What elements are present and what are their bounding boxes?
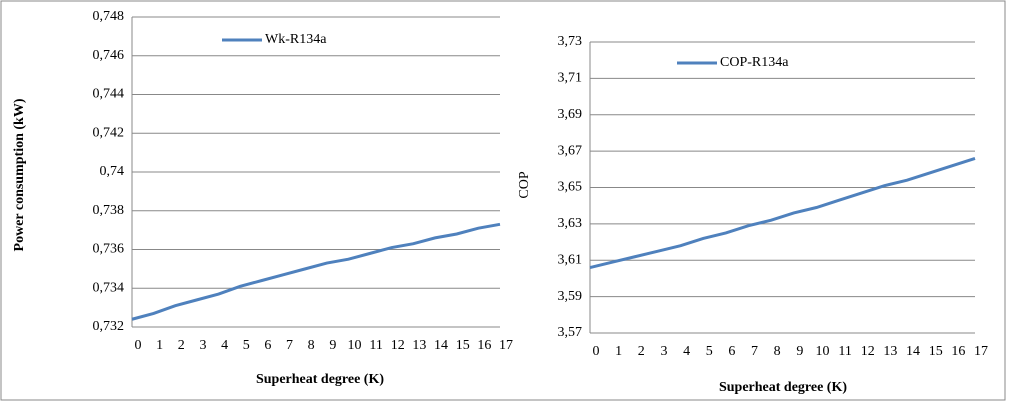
y-tick-label: 0,744 — [93, 87, 125, 102]
x-tick-label: 3 — [199, 338, 206, 353]
line-series — [131, 222, 501, 321]
x-tick-label: 7 — [286, 338, 293, 353]
y-tick-label: 3,69 — [558, 107, 583, 122]
y-tick-label: 3,67 — [558, 143, 583, 158]
x-tick-label: 11 — [838, 344, 851, 359]
x-tick-label: 0 — [135, 338, 142, 353]
x-tick-label: 13 — [883, 344, 897, 359]
y-tick-label: 3,59 — [558, 289, 583, 304]
x-tick-label: 16 — [951, 344, 965, 359]
x-tick-label: 2 — [638, 344, 645, 359]
y-axis-title: COP — [517, 171, 532, 198]
x-tick-label: 6 — [264, 338, 271, 353]
x-tick-label: 10 — [347, 338, 361, 353]
x-tick-label: 12 — [391, 338, 405, 353]
x-tick-label: 1 — [615, 344, 622, 359]
x-tick-label: 5 — [243, 338, 250, 353]
x-tick-label: 9 — [796, 344, 803, 359]
x-tick-label: 1 — [156, 338, 163, 353]
x-tick-label: 8 — [308, 338, 315, 353]
y-tick-label: 3,57 — [558, 325, 583, 340]
x-tick-label: 9 — [329, 338, 336, 353]
x-tick-label: 14 — [434, 338, 448, 353]
x-tick-label: 2 — [178, 338, 185, 353]
x-axis-title: Superheat degree (K) — [719, 380, 847, 395]
x-tick-label: 15 — [456, 338, 470, 353]
y-tick-label: 0,736 — [93, 242, 125, 257]
x-tick-label: 6 — [728, 344, 735, 359]
y-tick-label: 3,73 — [558, 34, 583, 49]
x-tick-label: 15 — [929, 344, 943, 359]
y-tick-label: 0,742 — [93, 125, 125, 140]
x-tick-label: 16 — [477, 338, 491, 353]
y-tick-label: 3,71 — [558, 71, 583, 86]
x-tick-label: 0 — [593, 344, 600, 359]
x-axis-title: Superheat degree (K) — [256, 372, 384, 387]
x-tick-label: 3 — [660, 344, 667, 359]
y-tick-label: 0,74 — [100, 164, 125, 179]
y-tick-label: 0,738 — [93, 203, 125, 218]
y-tick-label: 0,734 — [93, 280, 125, 295]
x-tick-label: 12 — [861, 344, 875, 359]
y-tick-label: 3,65 — [558, 180, 583, 195]
x-tick-label: 17 — [974, 344, 988, 359]
x-tick-label: 8 — [774, 344, 781, 359]
y-tick-label: 3,63 — [558, 216, 583, 231]
x-tick-label: 11 — [369, 338, 382, 353]
x-tick-label: 4 — [221, 338, 228, 353]
y-tick-label: 0,746 — [93, 48, 125, 63]
x-tick-label: 5 — [706, 344, 713, 359]
y-axis-title: Power consumption (kW) — [12, 98, 27, 251]
y-tick-label: 0,732 — [93, 319, 125, 334]
y-tick-label: 0,748 — [93, 9, 125, 24]
x-tick-label: 13 — [412, 338, 426, 353]
legend-label: COP-R134a — [720, 55, 789, 70]
x-tick-label: 7 — [751, 344, 758, 359]
line-series — [589, 156, 976, 269]
x-tick-label: 4 — [683, 344, 690, 359]
x-tick-label: 10 — [815, 344, 829, 359]
y-tick-label: 3,61 — [558, 252, 583, 267]
x-tick-label: 17 — [499, 338, 513, 353]
legend-label: Wk-R134a — [265, 32, 327, 47]
x-tick-label: 14 — [906, 344, 920, 359]
